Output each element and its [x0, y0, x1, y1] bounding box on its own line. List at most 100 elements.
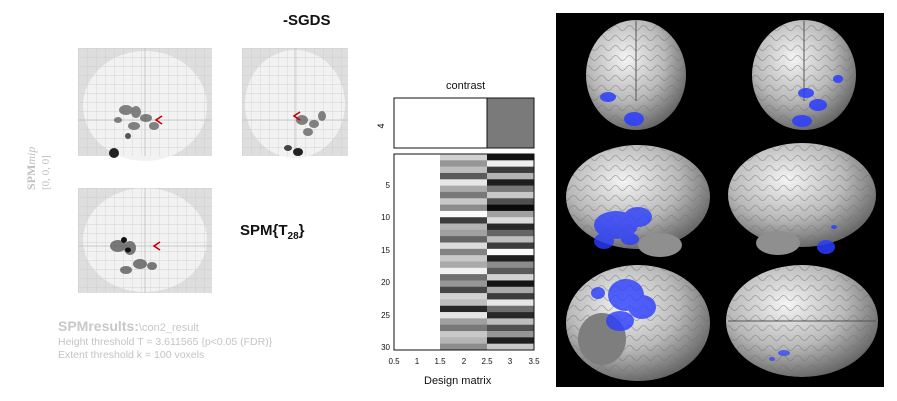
design-matrix-cell [487, 318, 534, 326]
design-matrix-cell [440, 160, 487, 167]
activation-blob [594, 207, 652, 249]
brain-view-right-lateral [728, 143, 876, 255]
height-threshold: Height threshold T = 3.611565 {p<0.05 (F… [58, 336, 273, 348]
design-matrix-cell [487, 198, 534, 205]
y-tick-10: 10 [381, 213, 390, 222]
design-matrix-cell [487, 305, 534, 313]
design-matrix-cell [440, 191, 487, 199]
stat-label: SPM{T28} [240, 222, 304, 242]
design-matrix-cell [440, 179, 487, 186]
design-matrix-cell [440, 248, 487, 256]
design-matrix-cell [487, 261, 534, 269]
design-matrix-cell [487, 179, 534, 186]
design-matrix-panel: 4 5 10 15 20 25 30 0.5 1 1.5 2 2.5 3 3.5 [376, 97, 540, 366]
design-matrix-column-2 [440, 154, 487, 351]
y-tick-20: 20 [381, 278, 390, 287]
design-matrix-cell [487, 248, 534, 256]
design-matrix-cell [440, 204, 487, 212]
design-matrix-cell [487, 154, 534, 161]
design-matrix-cell [487, 242, 534, 250]
contrast-label: contrast [446, 80, 486, 92]
design-matrix-column-3 [487, 154, 534, 351]
design-matrix-cell [440, 223, 487, 231]
design-matrix-cell [440, 185, 487, 193]
contrast-plot: 4 [376, 97, 535, 149]
design-matrix-cell [487, 229, 534, 237]
design-matrix-cell [440, 286, 487, 294]
brain-view-back [752, 20, 856, 130]
design-matrix-cell [487, 210, 534, 218]
design-matrix-cell [487, 324, 534, 332]
design-matrix-cell [440, 299, 487, 307]
brain-view-left-lateral [566, 145, 710, 257]
rendered-brains [566, 20, 878, 381]
design-matrix-cell [440, 261, 487, 269]
spm-mip-coords: [0, 0, 0] [40, 155, 52, 190]
design-matrix-cell [487, 337, 534, 344]
contrast-bar [486, 97, 535, 149]
activation-blob [591, 279, 656, 331]
y-tick-15: 15 [381, 246, 390, 255]
design-matrix-cell [487, 299, 534, 307]
contrast-row-label: 4 [376, 123, 386, 128]
design-matrix-cell [487, 343, 534, 351]
design-matrix-cell [487, 223, 534, 231]
x-tick-5: 3 [508, 357, 513, 366]
design-matrix-cell [440, 331, 487, 338]
design-matrix-cell [440, 324, 487, 332]
design-matrix-label: Design matrix [424, 375, 492, 387]
design-matrix-cell [487, 166, 534, 174]
brain-view-front [586, 20, 686, 130]
design-matrix-cell [487, 267, 534, 275]
x-tick-0: 0.5 [388, 357, 400, 366]
design-matrix-cell [487, 255, 534, 262]
results-title: SPMresults: [58, 318, 139, 334]
design-matrix-cell [440, 343, 487, 351]
spm-mip-label: SPMmip [24, 147, 39, 190]
design-matrix-cell [487, 236, 534, 243]
mip-axial-view [78, 188, 212, 293]
design-matrix-cell [440, 267, 487, 275]
mip-coronal-view [242, 48, 348, 158]
glass-brain-mip [78, 48, 348, 293]
design-matrix-cell [440, 198, 487, 205]
stat-subscript: 28 [287, 231, 299, 242]
mip-sagittal-view [78, 48, 212, 161]
design-matrix: 5 10 15 20 25 30 0.5 1 1.5 2 2.5 3 3.5 [381, 153, 540, 366]
design-matrix-cell [440, 255, 487, 262]
design-matrix-cell [487, 312, 534, 319]
design-matrix-cell [487, 280, 534, 288]
design-matrix-cell [440, 293, 487, 300]
x-tick-4: 2.5 [481, 357, 493, 366]
design-matrix-cell [440, 210, 487, 218]
design-matrix-cell [440, 337, 487, 344]
x-tick-6: 3.5 [528, 357, 540, 366]
stat-prefix: SPM{T [240, 222, 288, 239]
design-matrix-cell [440, 217, 487, 224]
y-tick-30: 30 [381, 343, 390, 352]
design-matrix-cell [487, 172, 534, 180]
design-matrix-cell [440, 280, 487, 288]
extent-threshold: Extent threshold k = 100 voxels [58, 349, 205, 361]
x-tick-1: 1 [415, 357, 420, 366]
design-matrix-cell [487, 185, 534, 193]
design-matrix-cell [440, 166, 487, 174]
design-matrix-cell [440, 312, 487, 319]
design-matrix-cell [487, 217, 534, 224]
activation-blob [600, 92, 644, 126]
design-matrix-cell [440, 154, 487, 161]
design-matrix-cell [440, 229, 487, 237]
spm-mip-suffix: mip [24, 146, 38, 165]
y-tick-25: 25 [381, 311, 390, 320]
design-matrix-cell [487, 204, 534, 212]
design-matrix-cell [440, 236, 487, 243]
brain-view-superior [726, 265, 878, 377]
design-matrix-cell [487, 274, 534, 281]
stat-suffix: } [298, 222, 305, 239]
design-matrix-cell [487, 286, 534, 294]
design-matrix-cell [440, 172, 487, 180]
design-matrix-cell [440, 242, 487, 250]
design-matrix-cell [487, 293, 534, 300]
x-tick-2: 1.5 [434, 357, 446, 366]
x-tick-3: 2 [462, 357, 467, 366]
